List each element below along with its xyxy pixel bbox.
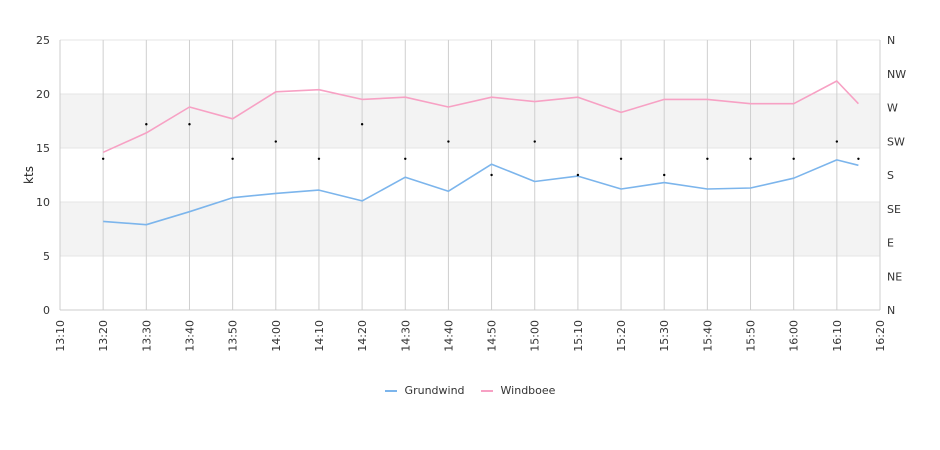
x-tick-label: 14:20: [356, 320, 369, 352]
direction-point: [101, 157, 105, 160]
direction-tick-label: N: [887, 34, 895, 47]
direction-tick-label: NW: [887, 68, 906, 81]
y-tick-label: 25: [36, 34, 50, 47]
x-tick-label: 13:40: [183, 320, 196, 352]
x-tick-label: 14:50: [486, 320, 499, 352]
plot-band-0: [60, 202, 880, 256]
direction-tick-label: NE: [887, 270, 902, 283]
x-tick-label: 13:50: [227, 320, 240, 352]
legend-swatch-windboee: [480, 389, 493, 392]
x-tick-label: 14:40: [442, 320, 455, 352]
direction-point: [188, 123, 191, 126]
y-tick-label: 10: [36, 196, 50, 209]
x-tick-label: 15:00: [529, 320, 542, 352]
x-tick-label: 16:00: [788, 320, 801, 352]
x-tick-label: 13:20: [97, 320, 110, 352]
y-tick-label: 20: [36, 88, 50, 101]
legend-item-grundwind[interactable]: Grundwind: [384, 384, 465, 397]
direction-point: [835, 140, 839, 143]
series-line-windboee: [102, 80, 859, 154]
x-tick-label: 15:30: [658, 320, 671, 352]
series-line-grundwind: [103, 159, 859, 226]
direction-point: [792, 157, 795, 160]
direction-point: [857, 157, 860, 160]
direction-tick-label: S: [887, 169, 894, 182]
y-tick-label: 15: [36, 142, 50, 155]
legend-item-windboee[interactable]: Windboee: [480, 384, 556, 397]
x-tick-label: 16:20: [874, 320, 887, 352]
x-tick-label: 15:20: [615, 320, 628, 352]
direction-tick-label: E: [887, 237, 894, 250]
x-tick-label: 15:40: [701, 320, 714, 352]
direction-point: [749, 157, 752, 160]
x-tick-label: 16:10: [831, 320, 844, 352]
x-tick-label: 13:30: [140, 320, 153, 352]
direction-point: [274, 140, 277, 143]
direction-point: [360, 123, 364, 126]
direction-tick-label: SW: [887, 135, 905, 148]
direction-point: [533, 140, 536, 143]
direction-point: [663, 173, 666, 177]
x-tick-label: 14:00: [270, 320, 283, 352]
x-tick-label: 15:50: [745, 320, 758, 352]
x-tick-label: 13:10: [54, 320, 67, 352]
y-tick-label: 5: [43, 250, 50, 263]
direction-point: [404, 157, 407, 160]
direction-point: [145, 123, 148, 126]
legend-swatch-grundwind: [384, 389, 397, 392]
direction-point: [231, 157, 234, 160]
direction-tick-label: N: [887, 304, 895, 317]
direction-point: [706, 157, 709, 160]
direction-point: [490, 173, 493, 177]
y-tick-label: 0: [43, 304, 50, 317]
direction-point: [619, 157, 623, 160]
x-tick-label: 15:10: [572, 320, 585, 352]
legend-label-windboee: Windboee: [500, 384, 556, 397]
direction-point: [317, 157, 321, 160]
direction-tick-label: W: [887, 102, 898, 115]
legend-label-grundwind: Grundwind: [404, 384, 465, 397]
direction-tick-label: SE: [887, 203, 901, 216]
y-axis-title: kts: [22, 166, 36, 184]
direction-point: [447, 140, 450, 143]
x-tick-label: 14:10: [313, 320, 326, 352]
direction-point: [576, 173, 580, 177]
legend: Grundwind Windboee: [0, 384, 940, 397]
x-tick-label: 14:30: [399, 320, 412, 352]
